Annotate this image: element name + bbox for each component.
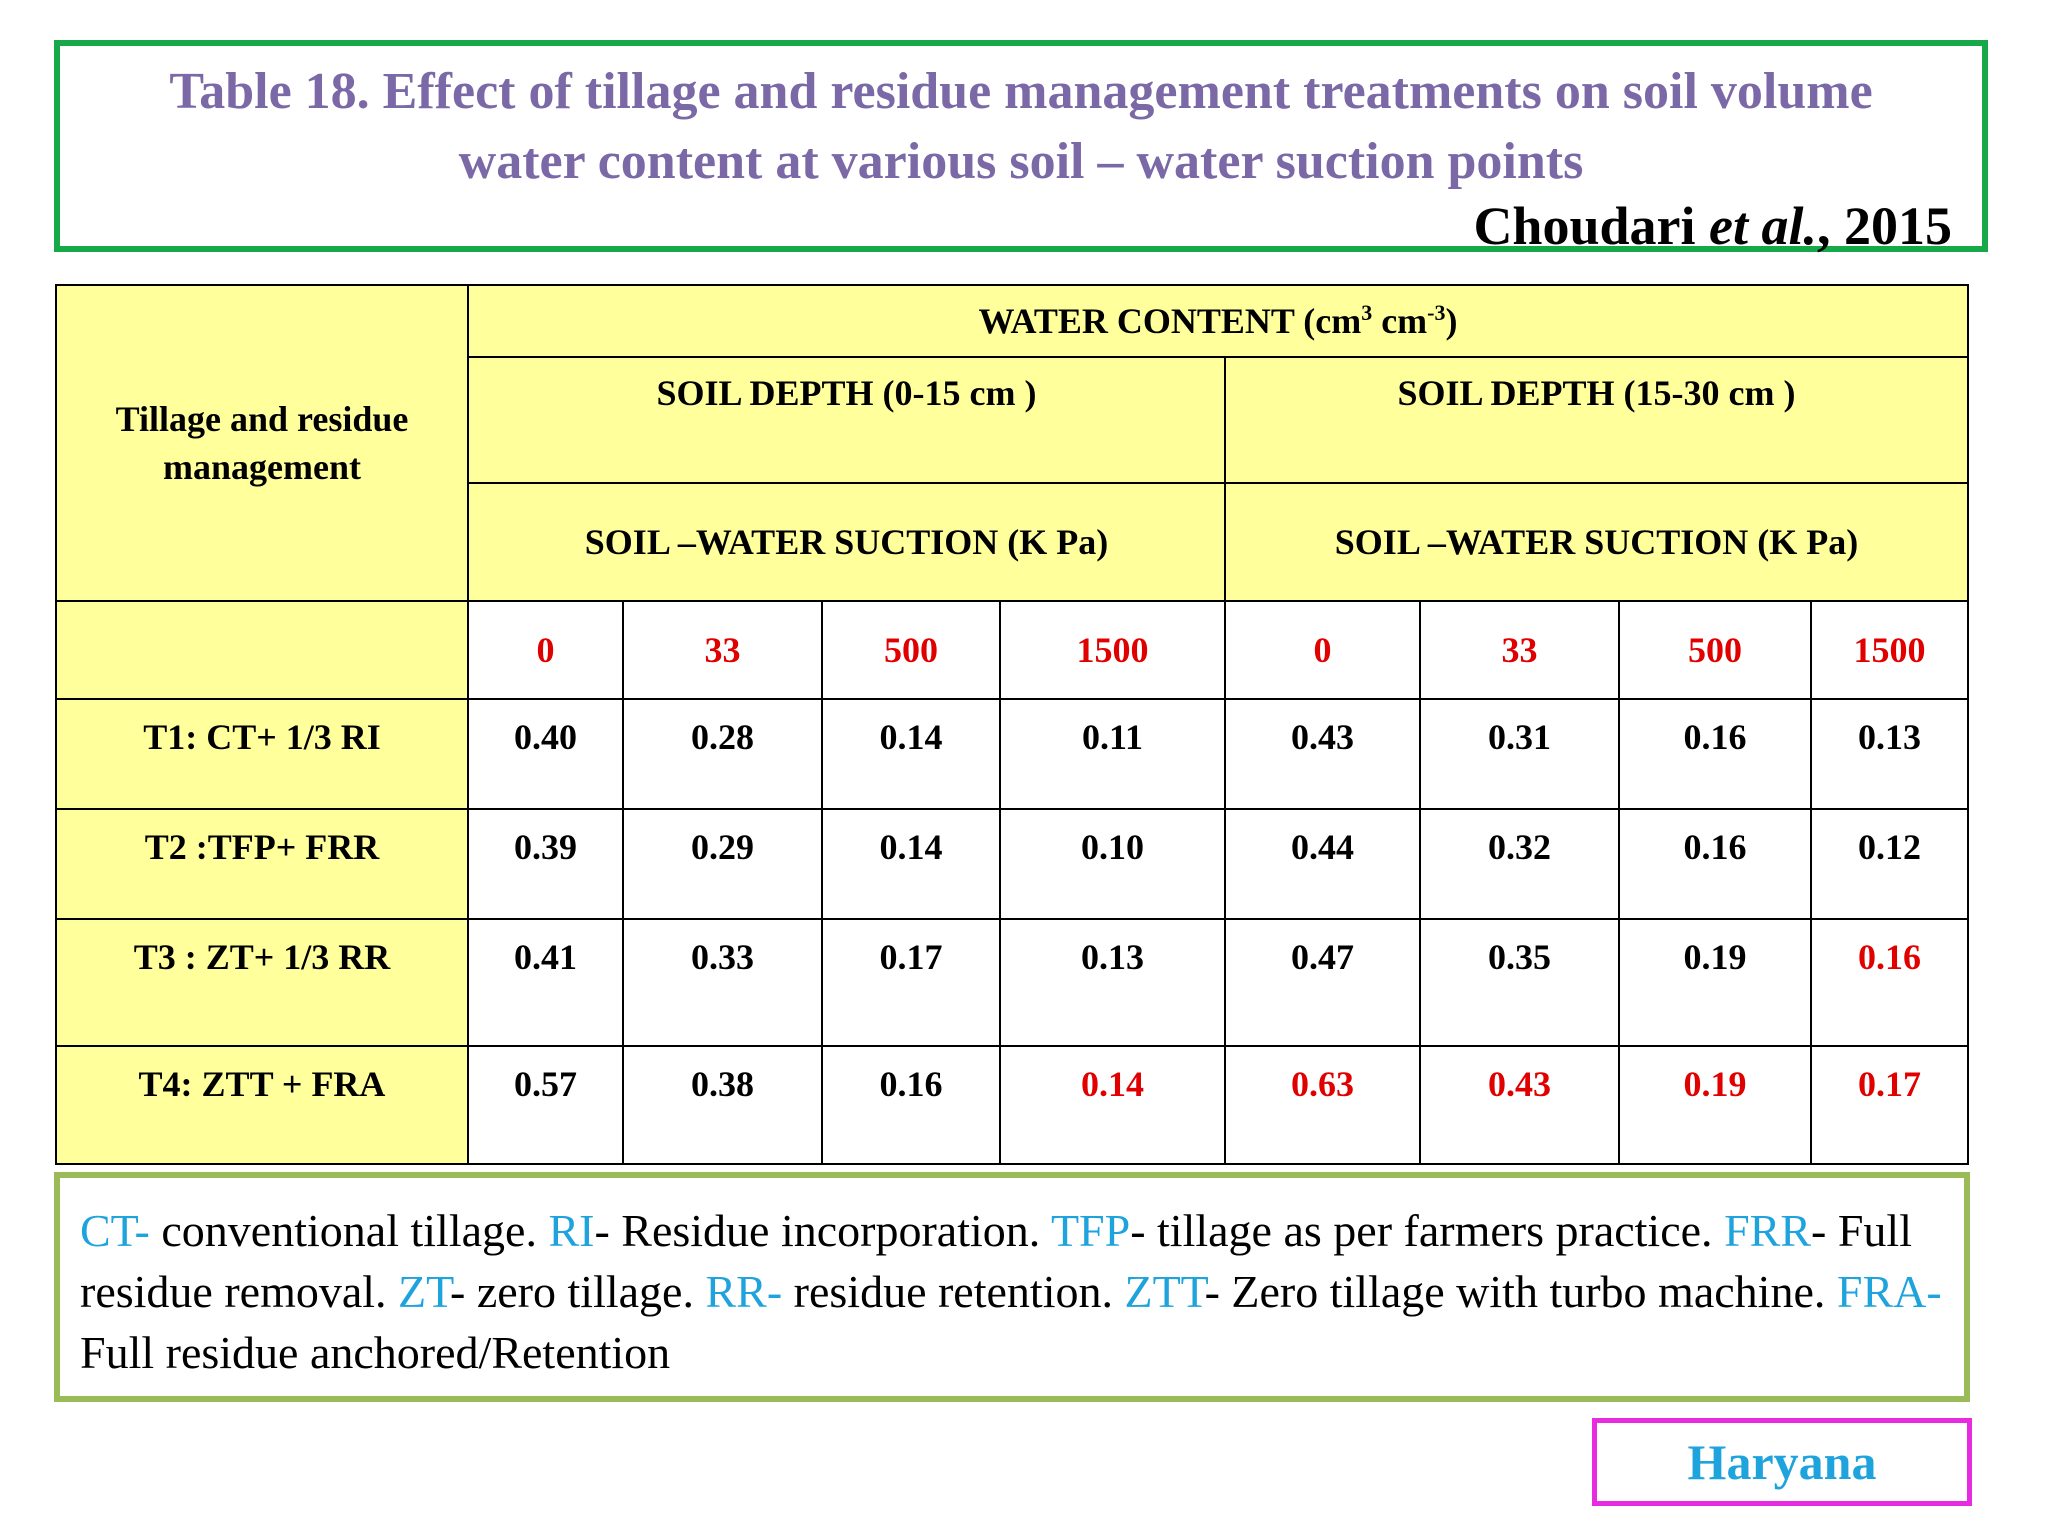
value-cell: 0.13 <box>1810 698 1969 810</box>
citation-etal: et al. <box>1709 196 1817 256</box>
suction-point: 500 <box>821 600 1001 700</box>
suction-point: 33 <box>1419 600 1620 700</box>
abbr-desc: - tillage as per farmers practice. <box>1130 1205 1725 1256</box>
value-cell: 0.16 <box>821 1045 1001 1165</box>
table-row: T1: CT+ 1/3 RI 0.40 0.28 0.14 0.11 0.43 … <box>55 698 1969 810</box>
suction-header-2: SOIL –WATER SUCTION (K Pa) <box>1224 482 1969 602</box>
abbr-key: RR- <box>705 1266 783 1317</box>
soil-depth-15-30-header: SOIL DEPTH (15-30 cm ) <box>1224 356 1969 484</box>
value-cell: 0.44 <box>1224 808 1421 920</box>
abbr-desc: - Residue incorporation. <box>594 1205 1051 1256</box>
region-label: Haryana <box>1592 1418 1972 1506</box>
value-cell: 0.31 <box>1419 698 1620 810</box>
abbr-desc: - Full residue removal. <box>80 1205 1912 1317</box>
value-cell-highlight: 0.63 <box>1224 1045 1421 1165</box>
value-cell: 0.16 <box>1618 808 1812 920</box>
table-row: T4: ZTT + FRA 0.57 0.38 0.16 0.14 0.63 0… <box>55 1045 1969 1165</box>
suction-point: 500 <box>1618 600 1812 700</box>
value-cell: 0.32 <box>1419 808 1620 920</box>
value-cell: 0.41 <box>467 918 624 1047</box>
row-label: T3 : ZT+ 1/3 RR <box>55 918 469 1047</box>
suction-point: 0 <box>1224 600 1421 700</box>
value-cell: 0.29 <box>622 808 823 920</box>
abbr-key: CT- <box>80 1205 150 1256</box>
value-cell: 0.14 <box>821 698 1001 810</box>
value-cell: 0.17 <box>821 918 1001 1047</box>
row-label: T1: CT+ 1/3 RI <box>55 698 469 810</box>
abbr-desc: - Zero tillage with turbo machine. <box>1204 1266 1837 1317</box>
row-label: T4: ZTT + FRA <box>55 1045 469 1165</box>
row-label: T2 :TFP+ FRR <box>55 808 469 920</box>
value-cell: 0.10 <box>999 808 1226 920</box>
citation-year: , 2015 <box>1817 196 1952 256</box>
value-cell: 0.19 <box>1618 918 1812 1047</box>
soil-depth-0-15-header: SOIL DEPTH (0-15 cm ) <box>467 356 1226 484</box>
value-cell-highlight: 0.17 <box>1810 1045 1969 1165</box>
value-cell: 0.38 <box>622 1045 823 1165</box>
value-cell: 0.13 <box>999 918 1226 1047</box>
value-cell: 0.28 <box>622 698 823 810</box>
value-cell-highlight: 0.43 <box>1419 1045 1620 1165</box>
water-content-header: WATER CONTENT (cm3 cm-3) <box>467 284 1969 358</box>
abbr-key: RI <box>548 1205 595 1256</box>
abbr-key: FRA- <box>1836 1266 1942 1317</box>
suction-point: 33 <box>622 600 823 700</box>
table-title-line-2: water content at various soil – water su… <box>458 133 1584 190</box>
abbr-key: ZTT <box>1124 1266 1205 1317</box>
water-content-table: Tillage and residue management WATER CON… <box>55 284 1969 1165</box>
value-cell: 0.40 <box>467 698 624 810</box>
row-header: Tillage and residue management <box>115 399 409 487</box>
value-cell: 0.47 <box>1224 918 1421 1047</box>
value-cell: 0.11 <box>999 698 1226 810</box>
abbr-key: TFP <box>1050 1205 1131 1256</box>
value-cell: 0.57 <box>467 1045 624 1165</box>
suction-point: 1500 <box>1810 600 1969 700</box>
row-header-cell: Tillage and residue management <box>55 284 469 602</box>
abbreviations-box: CT- conventional tillage. RI- Residue in… <box>54 1172 1970 1402</box>
table-title-line-1: Table 18. Effect of tillage and residue … <box>169 63 1873 120</box>
value-cell-highlight: 0.16 <box>1810 918 1969 1047</box>
value-cell: 0.16 <box>1618 698 1812 810</box>
abbreviations-text: CT- conventional tillage. RI- Residue in… <box>80 1200 1944 1383</box>
value-cell: 0.43 <box>1224 698 1421 810</box>
value-cell: 0.39 <box>467 808 624 920</box>
abbr-desc: Full residue anchored/Retention <box>80 1327 671 1378</box>
abbr-key: ZT <box>398 1266 451 1317</box>
suction-point: 0 <box>467 600 624 700</box>
title-box: Table 18. Effect of tillage and residue … <box>54 40 1988 256</box>
value-cell: 0.12 <box>1810 808 1969 920</box>
abbr-desc: conventional tillage. <box>149 1205 549 1256</box>
empty-label-cell <box>55 600 469 700</box>
suction-point: 1500 <box>999 600 1226 700</box>
citation: Choudari et al., 2015 <box>1473 196 1952 256</box>
suction-header-1: SOIL –WATER SUCTION (K Pa) <box>467 482 1226 602</box>
abbr-key: FRR <box>1724 1205 1812 1256</box>
table-row: T3 : ZT+ 1/3 RR 0.41 0.33 0.17 0.13 0.47… <box>55 918 1969 1047</box>
value-cell: 0.33 <box>622 918 823 1047</box>
value-cell: 0.35 <box>1419 918 1620 1047</box>
abbr-desc: - zero tillage. <box>450 1266 706 1317</box>
abbr-desc: residue retention. <box>782 1266 1125 1317</box>
value-cell: 0.14 <box>821 808 1001 920</box>
value-cell-highlight: 0.19 <box>1618 1045 1812 1165</box>
value-cell-highlight: 0.14 <box>999 1045 1226 1165</box>
citation-author: Choudari <box>1473 196 1696 256</box>
table-row: T2 :TFP+ FRR 0.39 0.29 0.14 0.10 0.44 0.… <box>55 808 1969 920</box>
